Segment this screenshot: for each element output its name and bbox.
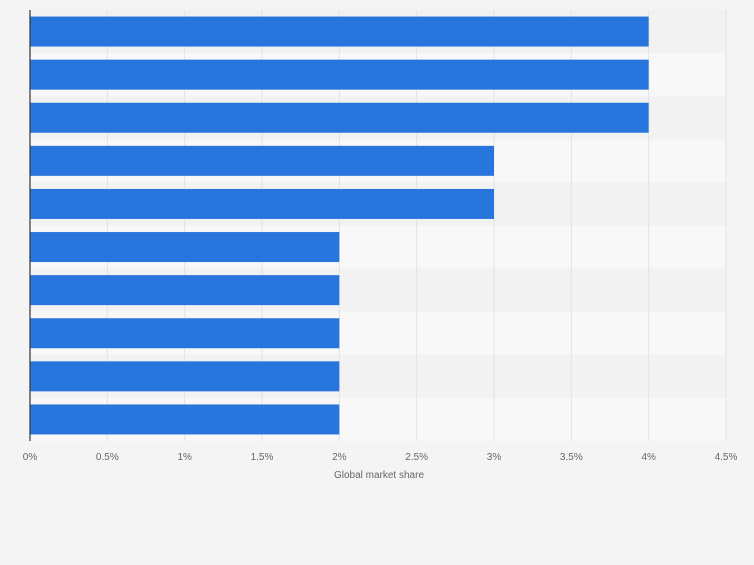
x-tick-label: 2% (332, 452, 347, 463)
bar (30, 145, 494, 176)
x-tick-label: 3.5% (560, 452, 583, 463)
bar (30, 232, 340, 263)
bar (30, 16, 649, 47)
x-tick-label: 0% (23, 452, 38, 463)
bar (30, 59, 649, 90)
x-tick-label: 1.5% (251, 452, 274, 463)
x-tick-label: 4.5% (715, 452, 738, 463)
x-tick-label: 3% (487, 452, 502, 463)
x-tick-labels: 0% 0.5% 1% 1.5% 2% 2.5% 3% 3.5% 4% 4.5% (23, 452, 738, 463)
bar (30, 318, 340, 349)
bars (30, 16, 649, 435)
x-tick-label: 4% (641, 452, 656, 463)
bar (30, 188, 494, 219)
bar (30, 404, 340, 435)
x-tick-label: 1% (177, 452, 192, 463)
bar (30, 275, 340, 306)
bar (30, 102, 649, 133)
x-axis-title: Global market share (334, 470, 424, 481)
x-tick-label: 2.5% (405, 452, 428, 463)
bar (30, 361, 340, 392)
x-tick-label: 0.5% (96, 452, 119, 463)
